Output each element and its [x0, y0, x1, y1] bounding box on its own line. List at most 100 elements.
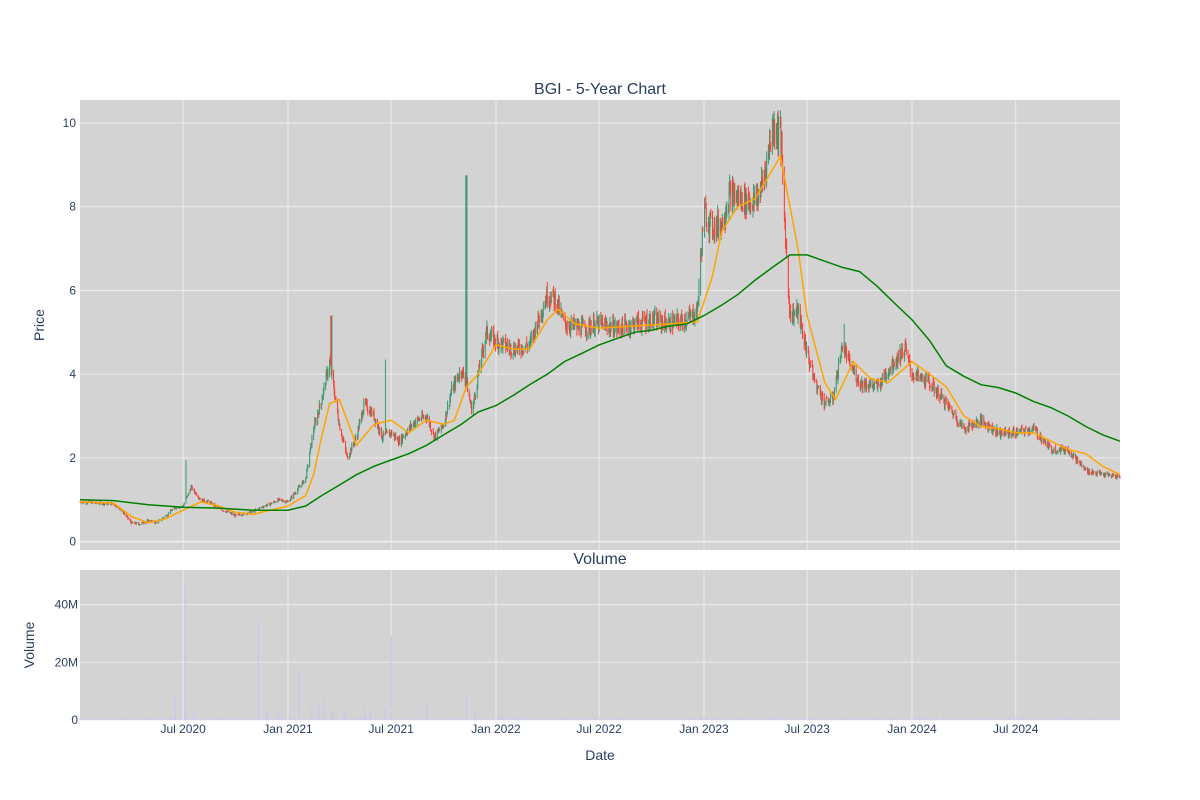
volume-bar — [706, 716, 708, 720]
volume-bar — [315, 718, 317, 720]
candle-body — [869, 384, 871, 386]
volume-bar — [688, 719, 690, 720]
candle-body — [257, 508, 259, 510]
candle-body — [186, 495, 188, 498]
candle-body — [468, 392, 470, 397]
volume-bar — [460, 718, 462, 720]
volume-bar — [347, 718, 349, 720]
volume-bar — [1091, 717, 1093, 720]
candle-body — [426, 417, 428, 420]
volume-bar — [679, 718, 681, 720]
candle-body — [589, 319, 590, 322]
volume-bar — [618, 719, 620, 720]
candle-body — [533, 329, 535, 332]
volume-bar — [785, 717, 787, 720]
candle-body — [581, 321, 583, 324]
candle-body — [406, 433, 408, 435]
candle-body — [602, 323, 604, 330]
candle-body — [379, 427, 381, 433]
candle-body — [644, 316, 646, 321]
volume-bar — [168, 719, 170, 720]
candle-body — [526, 342, 528, 346]
volume-bar — [647, 719, 649, 720]
volume-bar — [1023, 718, 1025, 720]
candle-body — [968, 422, 970, 430]
candle-body — [489, 339, 491, 342]
candle-body — [846, 351, 847, 360]
candle-body — [403, 436, 405, 438]
volume-bar — [982, 716, 984, 720]
candle-body — [98, 503, 100, 505]
candle-body — [928, 377, 929, 378]
candle-body — [306, 469, 308, 478]
volume-bar — [771, 718, 773, 720]
volume-bar — [566, 717, 568, 720]
candle-body — [473, 400, 475, 406]
volume-bar — [966, 718, 968, 720]
candle-body — [975, 424, 977, 428]
volume-bar — [585, 717, 587, 720]
candle-body — [789, 310, 791, 314]
candle-body — [193, 489, 195, 491]
candle-body — [885, 377, 887, 379]
candle-body — [786, 247, 788, 258]
candle-body — [113, 503, 115, 506]
volume-bar — [568, 717, 570, 720]
candle-body — [313, 429, 315, 438]
volume-bar — [226, 718, 228, 720]
candle-body — [1044, 439, 1046, 441]
candle-body — [829, 401, 831, 403]
candle-body — [382, 432, 384, 439]
candle-body — [1031, 428, 1033, 431]
candle-body — [1040, 434, 1042, 440]
candle-body — [944, 403, 945, 407]
volume-bar — [491, 718, 493, 720]
volume-bar — [200, 719, 202, 720]
volume-bar — [323, 701, 325, 720]
candle-body — [1093, 472, 1095, 474]
volume-bar — [342, 717, 344, 720]
volume-bar — [277, 709, 279, 720]
volume-bar — [397, 718, 399, 720]
candle-body — [909, 365, 911, 372]
candle-body — [133, 522, 135, 524]
candle-body — [650, 316, 651, 327]
candle-body — [142, 521, 144, 524]
volume-bar — [384, 708, 386, 720]
candle-body — [366, 402, 368, 411]
volume-bar — [276, 717, 278, 720]
candle-body — [570, 324, 572, 331]
candle-body — [446, 412, 447, 417]
volume-bar — [231, 719, 233, 720]
candle-body — [438, 430, 440, 431]
candle-body — [327, 372, 329, 377]
candle-body — [888, 371, 890, 373]
volume-bar — [91, 718, 93, 720]
volume-bar — [862, 716, 864, 720]
candle-body — [883, 373, 885, 377]
candle-body — [484, 341, 486, 353]
volume-bar — [867, 719, 869, 720]
candle-body — [1059, 448, 1060, 452]
candle-body — [825, 398, 827, 406]
volume-bar — [373, 717, 375, 720]
volume-bar — [742, 717, 744, 720]
candle-body — [629, 324, 631, 332]
candle-body — [716, 218, 718, 230]
volume-bar — [173, 717, 175, 720]
candle-body — [566, 327, 568, 330]
candle-body — [1101, 473, 1103, 475]
candle-body — [919, 375, 921, 377]
volume-bar — [818, 718, 820, 720]
candle-body — [234, 514, 235, 516]
volume-bar — [898, 719, 900, 720]
volume-bar — [320, 717, 322, 720]
candle-body — [231, 513, 233, 515]
candle-body — [836, 371, 838, 380]
candle-body — [912, 376, 913, 378]
volume-bar — [708, 718, 710, 720]
candle-body — [475, 394, 476, 396]
candle-body — [86, 503, 88, 505]
candle-body — [82, 502, 84, 504]
candle-body — [1109, 475, 1111, 477]
